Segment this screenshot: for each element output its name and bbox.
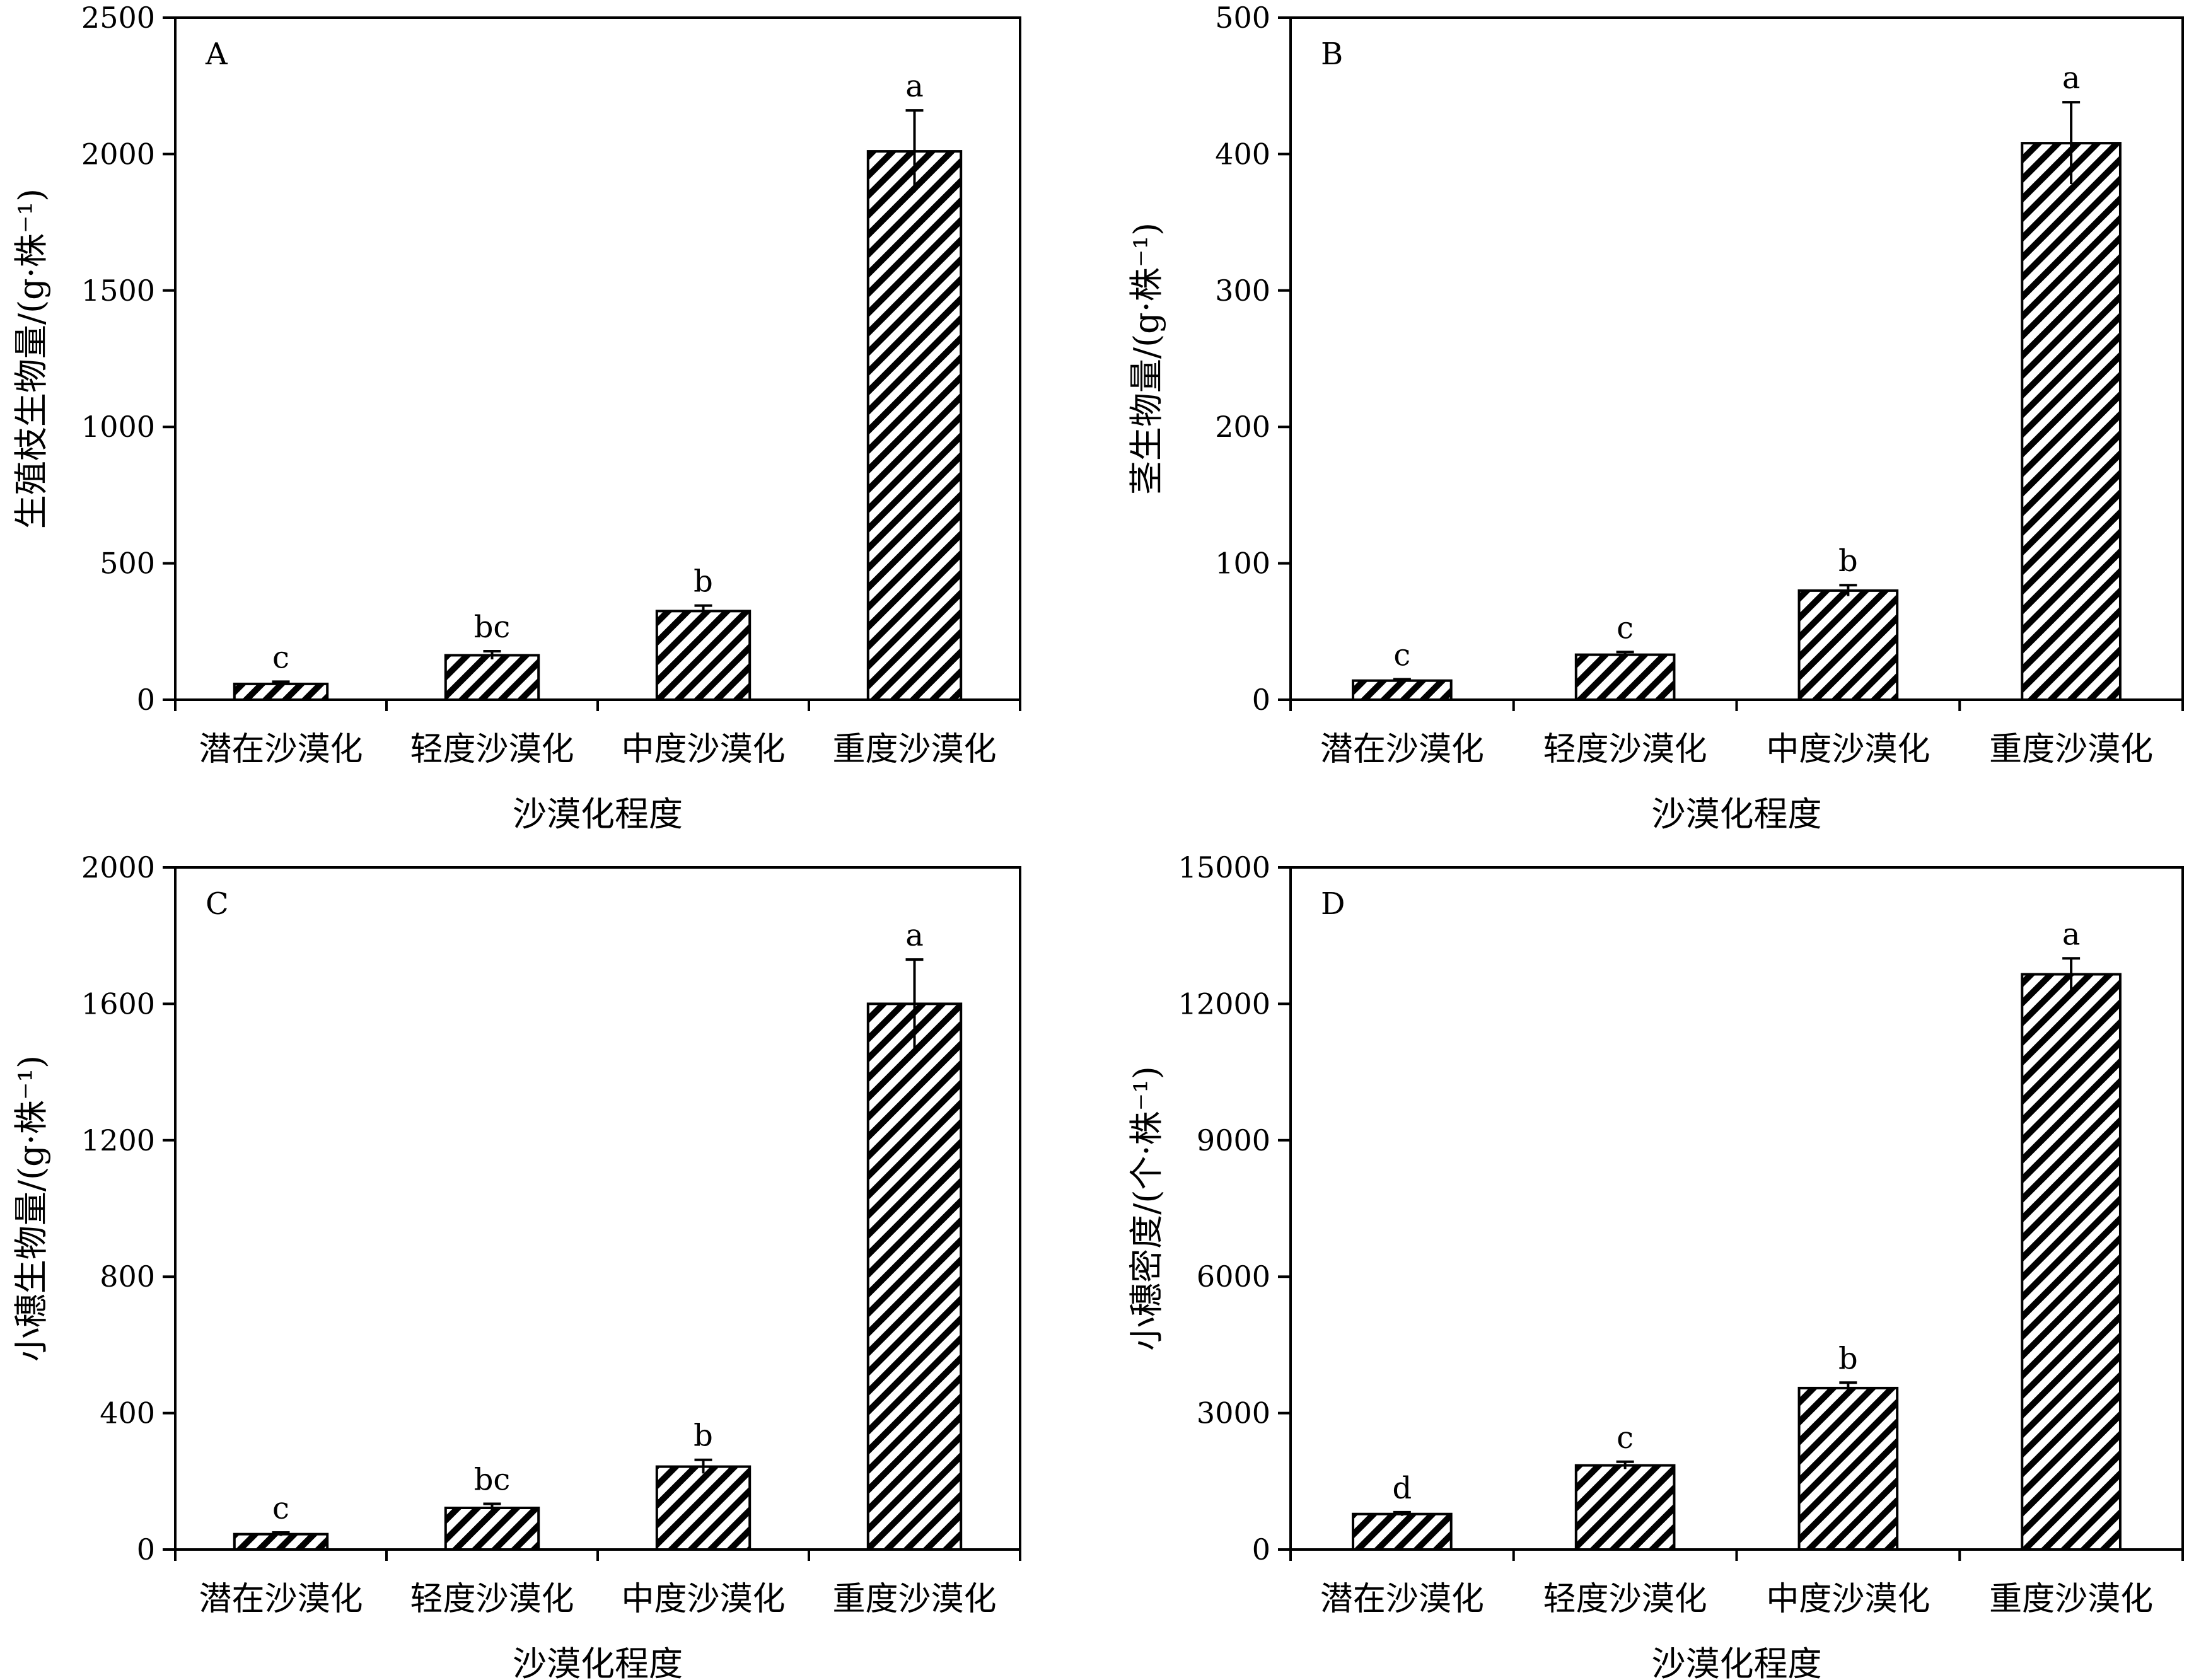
significance-letter: a xyxy=(2062,917,2081,952)
y-tick-label: 0 xyxy=(1252,1532,1270,1567)
y-tick-label: 500 xyxy=(1215,1,1270,35)
x-tick-label: 轻度沙漠化 xyxy=(1543,731,1707,768)
y-tick-label: 200 xyxy=(1215,410,1270,444)
x-tick-label: 潜在沙漠化 xyxy=(199,731,363,768)
significance-letter: b xyxy=(694,564,713,600)
bar-4 xyxy=(2021,142,2122,701)
significance-letter: c xyxy=(1617,610,1634,646)
x-tick-label: 重度沙漠化 xyxy=(832,731,996,768)
x-tick-label: 潜在沙漠化 xyxy=(1320,731,1484,768)
y-tick-label: 2500 xyxy=(81,1,155,35)
y-tick-label: 2000 xyxy=(81,137,155,171)
panel-C: 0 400 800 1200 1600 2000 c 潜在沙漠化 bc 轻度沙漠化 b 中度沙漠化 a 重… xyxy=(11,850,1021,1680)
y-tick-label: 2000 xyxy=(81,850,155,884)
significance-letter: b xyxy=(694,1418,713,1454)
significance-letter: a xyxy=(905,918,924,953)
bar-2 xyxy=(444,654,540,702)
significance-letter: b xyxy=(1838,543,1858,579)
x-axis-title: 沙漠化程度 xyxy=(1652,1644,1822,1680)
significance-letter: a xyxy=(905,69,924,104)
y-tick-label: 0 xyxy=(137,1532,155,1567)
bar-3 xyxy=(655,610,752,702)
bar-3 xyxy=(1797,1386,1899,1551)
bar-2 xyxy=(1574,653,1676,702)
y-tick-label: 15000 xyxy=(1178,850,1270,884)
y-axis-title: 生殖枝生物量/(g·株⁻¹) xyxy=(11,188,51,529)
x-tick-label: 重度沙漠化 xyxy=(1989,1580,2153,1618)
y-tick-label: 0 xyxy=(1252,683,1270,717)
x-tick-label: 轻度沙漠化 xyxy=(410,1580,574,1618)
significance-letter: c xyxy=(1617,1420,1634,1456)
x-tick-label: 重度沙漠化 xyxy=(832,1580,996,1618)
y-tick-label: 6000 xyxy=(1197,1260,1270,1294)
y-tick-label: 300 xyxy=(1215,274,1270,308)
y-tick-label: 100 xyxy=(1215,547,1270,581)
panel-letter: A xyxy=(205,37,228,72)
y-tick-label: 400 xyxy=(1215,137,1270,171)
x-tick-label: 轻度沙漠化 xyxy=(1543,1580,1707,1618)
bar-2 xyxy=(1574,1464,1676,1551)
x-axis-title: 沙漠化程度 xyxy=(513,794,683,834)
y-tick-label: 9000 xyxy=(1197,1123,1270,1157)
x-tick-label: 潜在沙漠化 xyxy=(1320,1580,1484,1618)
bar-1 xyxy=(233,1532,329,1551)
panel-letter: C xyxy=(206,886,229,922)
bar-3 xyxy=(1797,589,1899,701)
significance-letter: a xyxy=(2062,61,2081,96)
significance-letter: bc xyxy=(474,610,511,645)
y-axis-title: 小穗生物量/(g·株⁻¹) xyxy=(11,1055,51,1362)
significance-letter: bc xyxy=(474,1463,511,1498)
y-tick-label: 400 xyxy=(100,1396,155,1430)
x-tick-label: 中度沙漠化 xyxy=(1766,1580,1930,1618)
significance-letter: c xyxy=(272,640,289,675)
y-tick-label: 1500 xyxy=(81,274,155,308)
panel-letter: D xyxy=(1321,886,1345,922)
bar-1 xyxy=(1352,679,1453,701)
panel-letter: B xyxy=(1321,37,1343,72)
y-axis-title: 小穗密度/(个·株⁻¹) xyxy=(1127,1066,1166,1351)
y-tick-label: 12000 xyxy=(1178,987,1270,1021)
bar-1 xyxy=(1352,1512,1453,1551)
y-tick-label: 800 xyxy=(100,1260,155,1294)
x-tick-label: 中度沙漠化 xyxy=(621,731,785,768)
bar-2 xyxy=(444,1506,540,1551)
y-tick-label: 1000 xyxy=(81,410,155,444)
y-axis-title: 茎生物量/(g·株⁻¹) xyxy=(1127,223,1166,495)
panel-A: 0 500 1000 1500 2000 2500 c 潜在沙漠化 bc 轻度沙漠化 b 中度沙漠化 a… xyxy=(11,1,1021,834)
x-tick-label: 轻度沙漠化 xyxy=(410,731,574,768)
x-tick-label: 中度沙漠化 xyxy=(621,1580,785,1618)
y-tick-label: 1600 xyxy=(81,987,155,1021)
y-tick-label: 0 xyxy=(137,683,155,717)
bar-4 xyxy=(866,1002,963,1551)
significance-letter: d xyxy=(1393,1471,1412,1506)
y-tick-label: 500 xyxy=(100,547,155,581)
x-axis-title: 沙漠化程度 xyxy=(1652,794,1822,834)
significance-letter: c xyxy=(1393,638,1410,673)
x-tick-label: 重度沙漠化 xyxy=(1989,731,2153,768)
panel-B: 0 100 200 300 400 500 c 潜在沙漠化 c 轻度沙漠化 b 中度沙漠化 a 重度沙漠化… xyxy=(1127,1,2184,834)
panel-D: 0 3000 6000 9000 12000 15000 d 潜在沙漠化 c 轻度沙漠化 b 中度沙漠… xyxy=(1127,850,2184,1680)
significance-letter: c xyxy=(272,1491,289,1526)
y-tick-label: 3000 xyxy=(1197,1396,1270,1430)
bar-4 xyxy=(2021,973,2122,1551)
bar-4 xyxy=(866,150,963,701)
x-tick-label: 中度沙漠化 xyxy=(1766,731,1930,768)
bar-3 xyxy=(655,1465,752,1551)
x-axis-title: 沙漠化程度 xyxy=(513,1644,683,1680)
bar-1 xyxy=(233,682,329,701)
x-tick-label: 潜在沙漠化 xyxy=(199,1580,363,1618)
significance-letter: b xyxy=(1838,1341,1858,1376)
y-tick-label: 1200 xyxy=(81,1123,155,1157)
